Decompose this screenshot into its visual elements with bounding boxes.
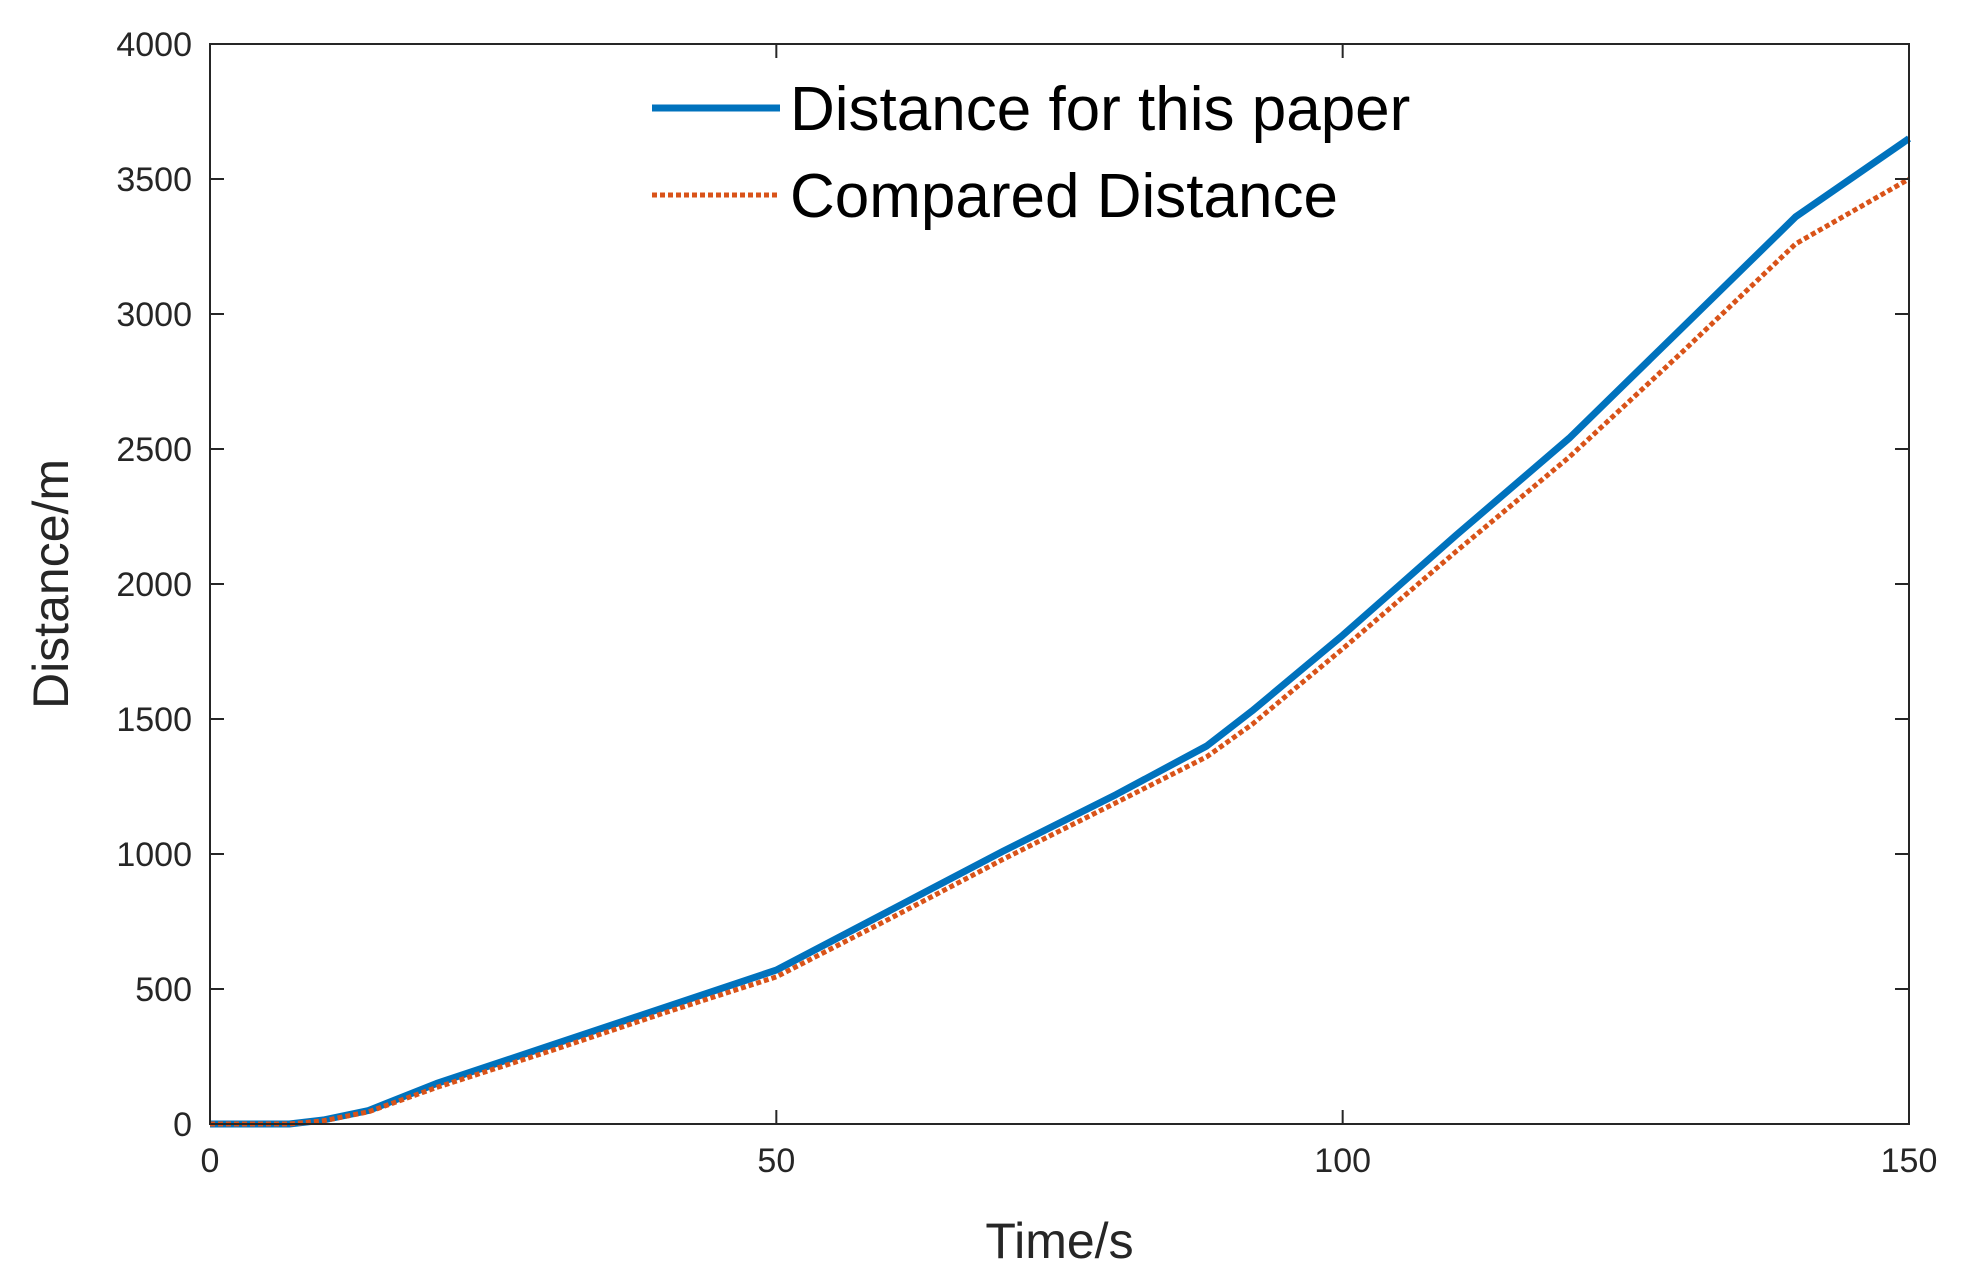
x-tick-label: 100 [1314,1142,1371,1180]
y-tick-label: 1500 [116,701,192,739]
y-tick-label: 500 [135,971,192,1009]
legend-label-distance-for-this-paper: Distance for this paper [790,75,1410,144]
y-tick-label: 1000 [116,836,192,874]
x-tick-label: 150 [1881,1142,1938,1180]
x-tick-label: 50 [757,1142,795,1180]
y-tick-label: 2000 [116,566,192,604]
legend-label-compared-distance: Compared Distance [790,162,1338,231]
y-tick-label: 3000 [116,296,192,334]
legend: Distance for this paper Compared Distanc… [652,75,1410,231]
series-layer [210,135,1911,1128]
y-axis-title: Distance/m [23,459,79,709]
series-line-compared-distance [210,176,1911,1127]
x-axis-title: Time/s [985,1213,1133,1269]
y-tick-label: 3500 [116,161,192,199]
y-tick-label: 2500 [116,431,192,469]
x-tick-label: 0 [201,1142,220,1180]
y-tick-label: 4000 [116,26,192,64]
y-tick-label: 0 [173,1106,192,1144]
ticks-layer: 0 50 100 1500500100015002000250030003500400… [116,26,1937,1180]
